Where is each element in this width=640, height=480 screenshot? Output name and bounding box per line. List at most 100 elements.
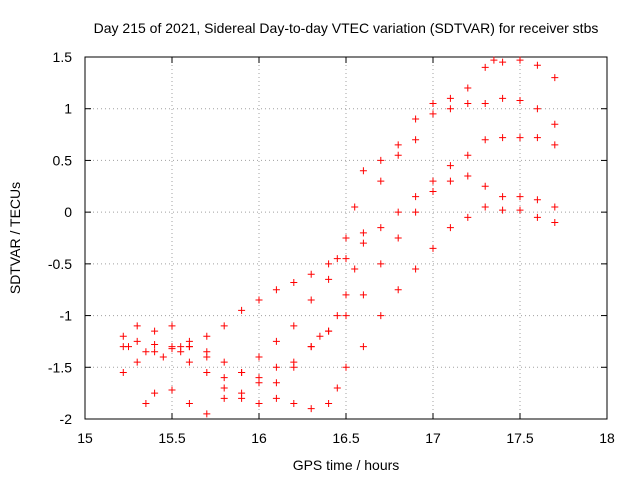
data-point — [272, 394, 280, 402]
data-point — [185, 343, 193, 351]
x-tick-label: 17 — [425, 430, 441, 446]
data-point — [307, 343, 315, 351]
series-track-4 — [125, 172, 559, 402]
data-point — [220, 358, 228, 366]
data-point — [446, 162, 454, 170]
data-point — [168, 345, 176, 353]
data-point — [446, 94, 454, 102]
data-point — [342, 291, 350, 299]
data-point — [551, 203, 559, 211]
data-point — [464, 213, 472, 221]
data-point — [412, 136, 420, 144]
data-point — [272, 337, 280, 345]
data-point — [446, 177, 454, 185]
data-point — [133, 322, 141, 330]
data-point — [394, 141, 402, 149]
y-tick-label: -1.5 — [48, 359, 72, 375]
data-point — [359, 343, 367, 351]
data-point — [151, 348, 159, 356]
y-tick-label: -0.5 — [48, 256, 72, 272]
series-track-3 — [142, 134, 559, 418]
data-point — [481, 100, 489, 108]
data-point — [220, 394, 228, 402]
data-point — [272, 363, 280, 371]
data-point — [119, 368, 127, 376]
data-point — [325, 275, 333, 283]
data-point — [429, 110, 437, 118]
data-point — [394, 286, 402, 294]
data-point — [290, 358, 298, 366]
data-point — [238, 306, 246, 314]
data-point — [429, 244, 437, 252]
y-tick-label: 1 — [64, 101, 72, 117]
data-point — [516, 206, 524, 214]
data-point — [325, 399, 333, 407]
data-point — [446, 105, 454, 113]
data-point — [203, 353, 211, 361]
data-point — [464, 151, 472, 159]
data-point — [533, 134, 541, 142]
data-point — [119, 343, 127, 351]
data-point — [359, 291, 367, 299]
data-point — [159, 353, 167, 361]
data-point — [168, 322, 176, 330]
data-point — [151, 327, 159, 335]
data-point — [290, 278, 298, 286]
data-point — [412, 193, 420, 201]
data-point — [359, 167, 367, 175]
data-point — [516, 96, 524, 104]
data-point — [499, 193, 507, 201]
data-point — [429, 187, 437, 195]
data-point — [325, 260, 333, 268]
data-point — [551, 74, 559, 82]
data-point — [255, 353, 263, 361]
data-point — [255, 296, 263, 304]
data-point — [133, 337, 141, 345]
y-tick-label: 0.5 — [53, 152, 73, 168]
data-point — [464, 84, 472, 92]
data-point — [151, 389, 159, 397]
data-point — [551, 120, 559, 128]
data-point — [412, 208, 420, 216]
data-point — [255, 379, 263, 387]
data-point — [394, 151, 402, 159]
data-point — [342, 363, 350, 371]
data-point — [342, 234, 350, 242]
data-point — [185, 399, 193, 407]
data-point — [490, 56, 498, 64]
x-tick-label: 18 — [599, 430, 615, 446]
data-point — [133, 358, 141, 366]
data-point — [499, 58, 507, 66]
data-point — [142, 399, 150, 407]
x-tick-labels: 15 15.5 16 16.5 17 17.5 18 — [77, 430, 615, 446]
data-point — [377, 224, 385, 232]
chart-title: Day 215 of 2021, Sidereal Day-to-day VTE… — [94, 20, 599, 36]
data-point — [412, 115, 420, 123]
plot-frame — [84, 56, 608, 420]
data-point — [481, 136, 489, 144]
data-point — [499, 206, 507, 214]
data-point — [464, 100, 472, 108]
y-tick-label: 0 — [64, 204, 72, 220]
data-point — [516, 134, 524, 142]
data-point — [220, 374, 228, 382]
data-point — [429, 177, 437, 185]
data-point — [220, 322, 228, 330]
data-point — [333, 255, 341, 263]
data-point — [394, 208, 402, 216]
data-point — [307, 270, 315, 278]
data-point — [119, 332, 127, 340]
data-point — [177, 348, 185, 356]
data-point — [359, 229, 367, 237]
y-tick-label: -2 — [60, 411, 73, 427]
data-point — [238, 394, 246, 402]
data-point — [203, 410, 211, 418]
series-track-2 — [119, 203, 559, 413]
x-tick-label: 16 — [251, 430, 267, 446]
data-point — [290, 399, 298, 407]
data-point — [377, 312, 385, 320]
data-point — [316, 332, 324, 340]
data-point — [377, 156, 385, 164]
data-point — [481, 63, 489, 71]
